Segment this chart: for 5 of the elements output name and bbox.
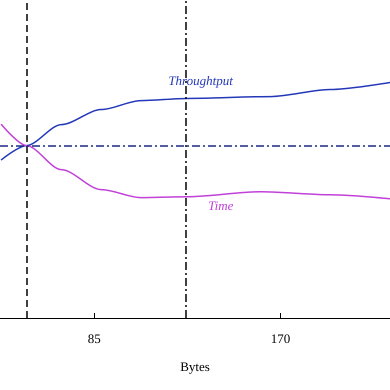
series-label: Throughtput [168, 73, 234, 88]
x-tick-label: 170 [270, 331, 290, 346]
series-label: Time [208, 198, 234, 214]
x-tick-label: 85 [88, 331, 101, 346]
x-axis-title: Bytes [180, 359, 210, 374]
